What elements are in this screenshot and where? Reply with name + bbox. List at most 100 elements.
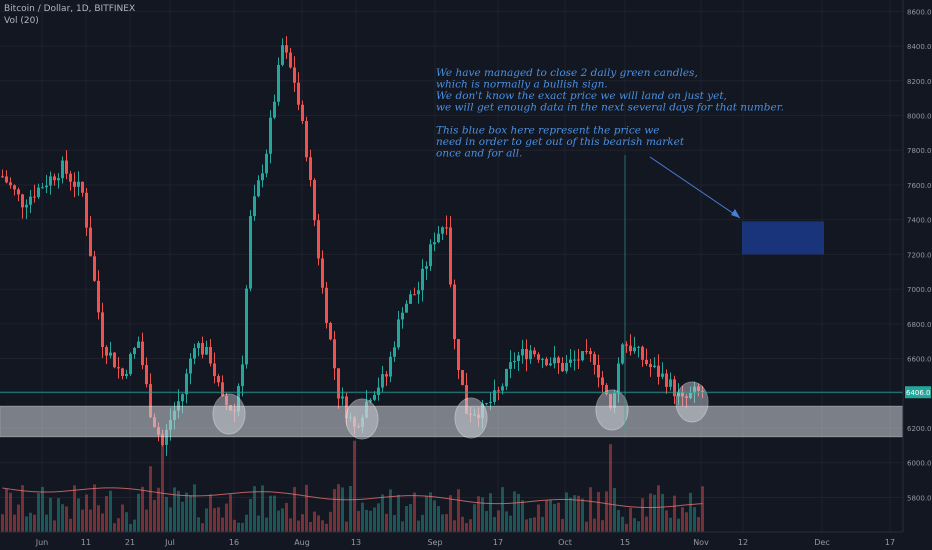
candle-body xyxy=(465,385,468,414)
volume-bar xyxy=(5,488,8,532)
candle-body xyxy=(549,363,552,366)
candle-body xyxy=(421,268,424,291)
candle-body xyxy=(297,82,300,105)
y-tick-label: 8200.0 xyxy=(907,78,932,86)
candle-body xyxy=(293,67,296,83)
candle-body xyxy=(269,117,272,154)
candle-body xyxy=(189,358,192,374)
volume-bar xyxy=(457,489,460,532)
candle-body xyxy=(117,367,120,369)
candle-body xyxy=(289,52,292,68)
candle-body xyxy=(105,347,108,356)
y-tick-label: 7600.0 xyxy=(907,182,932,190)
volume-bar xyxy=(61,504,64,532)
candle-body xyxy=(253,196,256,217)
y-tick-label: 8400.0 xyxy=(907,43,932,51)
highlight-marker xyxy=(345,398,379,440)
volume-bar xyxy=(249,498,252,532)
annotation-line: which is normally a bullish sign. xyxy=(436,79,608,91)
volume-bar xyxy=(137,493,140,532)
y-tick-label: 6800.0 xyxy=(907,321,932,329)
volume-bar xyxy=(625,523,628,532)
candle-body xyxy=(685,396,688,399)
volume-bar xyxy=(385,513,388,532)
volume-bar xyxy=(393,515,396,532)
candle-body xyxy=(645,359,648,365)
volume-bar xyxy=(329,511,332,532)
candle-body xyxy=(437,233,440,243)
candle-body xyxy=(625,344,628,346)
volume-bar xyxy=(133,519,136,532)
x-tick-label: 16 xyxy=(229,538,239,547)
candle-body xyxy=(37,187,40,198)
volume-bar xyxy=(533,517,536,532)
volume-bar xyxy=(153,499,156,532)
volume-bar xyxy=(345,521,348,532)
candle-body xyxy=(393,347,396,357)
candle-body xyxy=(129,354,132,375)
candle-body xyxy=(553,357,556,364)
volume-bar xyxy=(521,500,524,532)
volume-bar xyxy=(669,517,672,532)
volume-indicator-label: Vol (20) xyxy=(4,16,39,26)
volume-bar xyxy=(161,433,164,532)
candle-body xyxy=(505,368,508,387)
volume-bar xyxy=(125,512,128,532)
annotation-line: we will get enough data in the next seve… xyxy=(436,102,784,114)
candle-body xyxy=(537,354,540,360)
volume-bar xyxy=(577,495,580,532)
volume-bar xyxy=(9,492,12,532)
candle-body xyxy=(677,392,680,397)
volume-bar xyxy=(193,484,196,532)
volume-bar xyxy=(21,485,24,532)
annotation-arrow xyxy=(649,156,741,219)
highlight-marker xyxy=(675,381,709,423)
candle-body xyxy=(333,339,336,369)
candle-body xyxy=(245,288,248,365)
volume-bar xyxy=(277,510,280,532)
volume-bar xyxy=(213,508,216,532)
candle-body xyxy=(557,357,560,363)
candle-body xyxy=(641,346,644,360)
highlight-marker xyxy=(212,393,246,435)
volume-bar xyxy=(641,498,644,532)
candle-body xyxy=(317,220,320,259)
candle-body xyxy=(313,180,316,221)
volume-bar xyxy=(549,499,552,532)
volume-bar xyxy=(377,503,380,532)
volume-bar xyxy=(413,492,416,532)
volume-bar xyxy=(589,487,592,532)
y-tick-label: 5800.0 xyxy=(907,494,932,502)
candle-body xyxy=(369,399,372,402)
candle-body xyxy=(201,343,204,355)
candle-body xyxy=(165,429,168,445)
volume-bar xyxy=(621,516,624,532)
last-price-label: 6406.0 xyxy=(906,389,931,397)
volume-bar xyxy=(409,504,412,532)
volume-bar xyxy=(633,518,636,532)
volume-bar xyxy=(289,518,292,532)
y-tick-label: 6000.0 xyxy=(907,460,932,468)
volume-bar xyxy=(613,487,616,532)
volume-bar xyxy=(65,506,68,532)
highlight-marker xyxy=(454,397,488,439)
volume-bar xyxy=(41,486,44,532)
annotation-line: We have managed to close 2 daily green c… xyxy=(436,67,698,79)
volume-bar xyxy=(469,519,472,532)
candle-body xyxy=(541,358,544,360)
volume-bar xyxy=(201,523,204,532)
volume-bar xyxy=(573,495,576,532)
volume-bar xyxy=(557,502,560,532)
x-tick-label: Dec xyxy=(814,538,829,547)
volume-bar xyxy=(373,507,376,532)
candle-body xyxy=(197,343,200,349)
x-tick-label: 17 xyxy=(885,538,895,547)
annotation-line: We don't know the exact price we will la… xyxy=(436,90,727,102)
volume-bar xyxy=(197,517,200,532)
candle-body xyxy=(257,180,260,197)
candle-body xyxy=(501,386,504,391)
volume-bar xyxy=(401,521,404,532)
volume-bar xyxy=(245,514,248,532)
candle-body xyxy=(301,104,304,122)
